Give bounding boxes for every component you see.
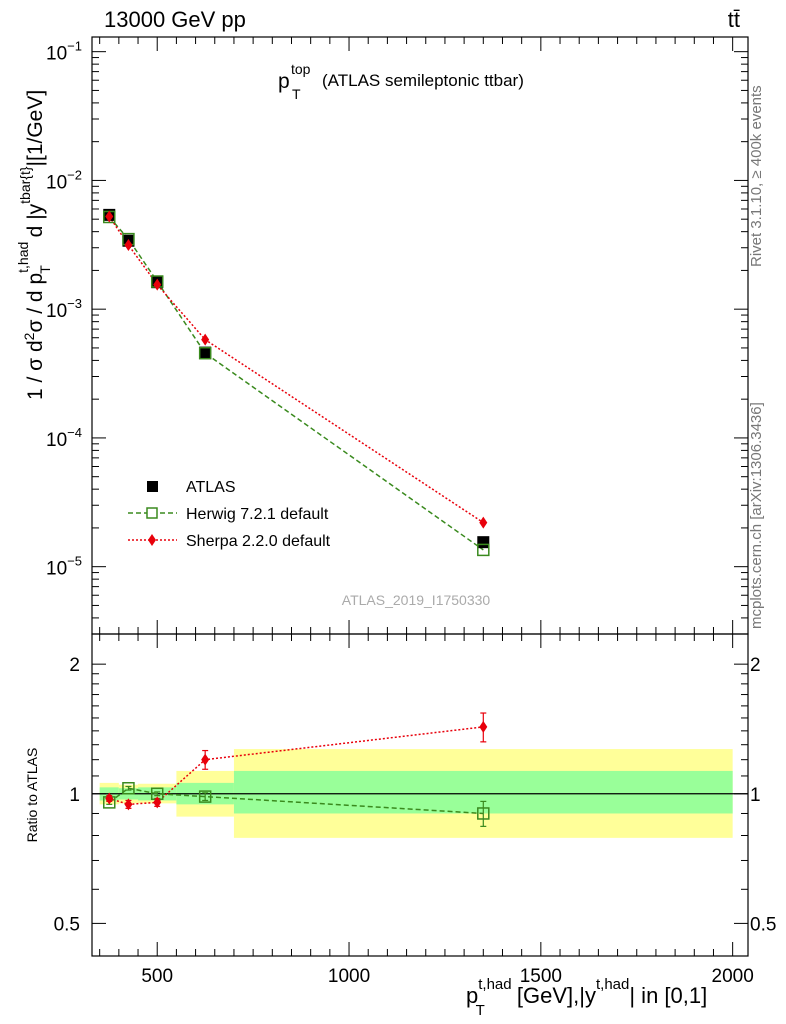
- main-axis-ticks: 10−5 10−4 10−3 10−2 10−1: [46, 37, 748, 635]
- sherpa-ratio-point: [201, 753, 210, 766]
- x-tick-label: 1500: [520, 966, 562, 987]
- herwig-ratio-point: [122, 781, 135, 795]
- legend-marker-atlas: [147, 481, 158, 492]
- analysis-watermark: ATLAS_2019_I1750330: [342, 592, 491, 608]
- herwig-point: [477, 543, 490, 557]
- ratio-series-markers: [103, 712, 490, 827]
- sherpa-point: [105, 210, 114, 223]
- y-tick-label-main: 10−1: [46, 39, 82, 65]
- sherpa-point: [124, 239, 133, 252]
- main-y-axis-label: 1 / σ d2σ / d pt,had T d |ytbar{t}|[1/GeV…: [15, 90, 53, 400]
- title-rest: (ATLAS semileptonic ttbar): [322, 71, 524, 90]
- sherpa-point: [153, 278, 162, 291]
- legend: ATLAS Herwig 7.2.1 default Sherpa 2.2.0 …: [128, 479, 331, 550]
- x-tick-label: 2000: [712, 966, 754, 987]
- herwig-line-ratio: [108, 787, 484, 815]
- x-axis-label: pt,had T [GeV],|yt,had| in [0,1]: [466, 976, 707, 1019]
- atlas-point: [477, 536, 490, 549]
- legend-label-herwig: Herwig 7.2.1 default: [186, 506, 329, 523]
- sherpa-point: [479, 516, 488, 529]
- process-label: tt̄: [728, 7, 740, 32]
- y-tick-label-main: 10−2: [46, 167, 82, 193]
- y-tick-label-ratio-right: 1: [750, 785, 761, 806]
- y-tick-label-main: 10−3: [46, 296, 82, 322]
- ratio-y-axis-label: Ratio to ATLAS: [24, 748, 40, 843]
- mcplots-label: mcplots.cern.ch [arXiv:1306.3436]: [748, 402, 765, 629]
- title-p: p: [278, 70, 290, 93]
- legend-label-sherpa: Sherpa 2.2.0 default: [186, 533, 331, 550]
- title-sup: top: [291, 61, 311, 77]
- ratio-axis-ticks: 0.5 0.5 1 1 2 2 500 1000 1500 2000: [54, 634, 776, 987]
- x-tick-label: 1000: [328, 966, 370, 987]
- herwig-ratio-point: [477, 807, 490, 820]
- sherpa-ratio-point: [153, 796, 162, 809]
- legend-label-atlas: ATLAS: [186, 479, 236, 496]
- energy-label: 13000 GeV pp: [104, 7, 246, 32]
- ratio-panel-frame: [91, 633, 749, 957]
- sherpa-ratio-point: [479, 720, 488, 733]
- y-tick-label-main: 10−4: [46, 425, 82, 451]
- y-tick-label-ratio-right: 2: [750, 655, 761, 676]
- sherpa-ratio-point: [124, 798, 133, 811]
- x-tick-label: 500: [141, 966, 173, 987]
- legend-marker-sherpa: [148, 534, 156, 546]
- y-tick-label-main: 10−5: [46, 554, 82, 580]
- y-tick-label-ratio: 0.5: [54, 914, 80, 935]
- y-tick-label-ratio: 2: [69, 655, 80, 676]
- herwig-line-main: [108, 216, 484, 551]
- herwig-point: [198, 346, 212, 360]
- plot-title: p top T (ATLAS semileptonic ttbar): [278, 61, 524, 102]
- sherpa-point: [201, 333, 210, 346]
- atlas-point: [199, 346, 212, 359]
- y-tick-label-ratio: 1: [69, 785, 80, 806]
- herwig-ratio-point: [198, 790, 212, 803]
- sherpa-ratio-point: [105, 792, 114, 805]
- main-series-markers: [103, 208, 490, 557]
- legend-marker-herwig: [146, 507, 158, 519]
- rivet-version-label: Rivet 3.1.10, ≥ 400k events: [748, 85, 765, 267]
- sherpa-line-main: [108, 216, 484, 524]
- main-series-lines: [108, 216, 484, 551]
- title-sub: T: [292, 86, 301, 102]
- y-tick-label-ratio-right: 0.5: [750, 914, 776, 935]
